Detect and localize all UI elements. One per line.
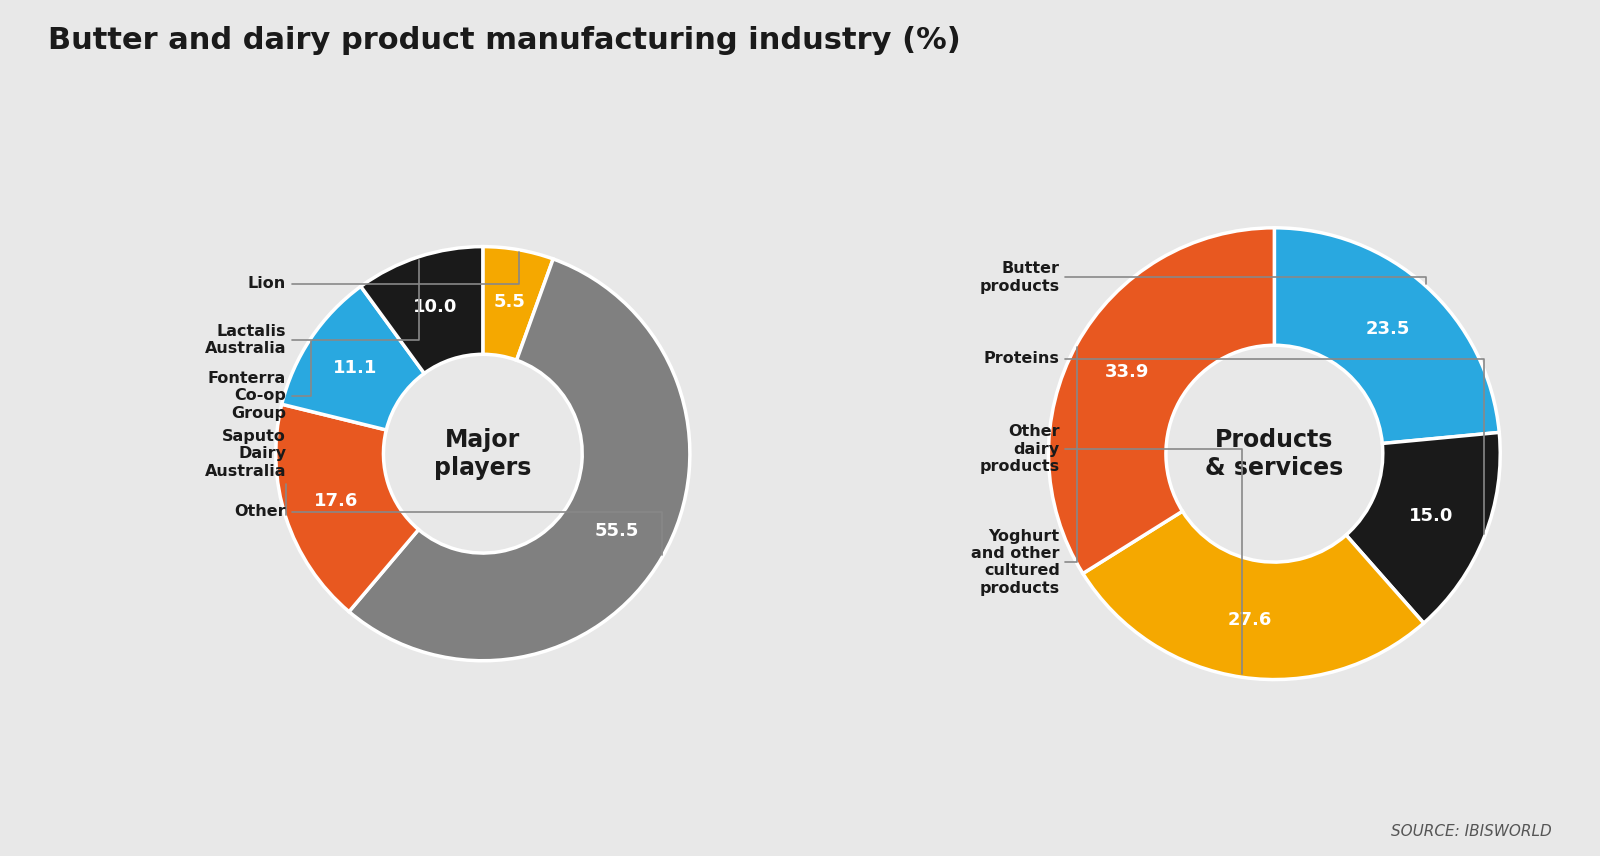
Text: Proteins: Proteins bbox=[984, 351, 1485, 534]
Text: Major
players: Major players bbox=[434, 428, 531, 479]
Text: Butter and dairy product manufacturing industry (%): Butter and dairy product manufacturing i… bbox=[48, 26, 960, 55]
Text: Lactalis
Australia: Lactalis Australia bbox=[205, 259, 419, 356]
Text: 5.5: 5.5 bbox=[493, 293, 525, 311]
Text: 11.1: 11.1 bbox=[333, 359, 378, 377]
Wedge shape bbox=[282, 287, 424, 430]
Text: 15.0: 15.0 bbox=[1408, 507, 1453, 525]
Wedge shape bbox=[275, 404, 419, 612]
Text: SOURCE: IBISWORLD: SOURCE: IBISWORLD bbox=[1392, 823, 1552, 839]
Wedge shape bbox=[483, 247, 554, 360]
Wedge shape bbox=[1274, 228, 1499, 443]
Wedge shape bbox=[362, 247, 483, 373]
Text: 17.6: 17.6 bbox=[314, 492, 358, 510]
Text: 33.9: 33.9 bbox=[1106, 363, 1149, 381]
Text: Butter
products: Butter products bbox=[979, 261, 1426, 294]
Wedge shape bbox=[1048, 228, 1274, 574]
Text: Lion: Lion bbox=[248, 253, 518, 291]
Text: Fonterra
Co-op
Group: Fonterra Co-op Group bbox=[208, 341, 310, 420]
Text: Other: Other bbox=[235, 504, 662, 555]
Wedge shape bbox=[1346, 432, 1501, 623]
Text: Saputo
Dairy
Australia: Saputo Dairy Australia bbox=[205, 429, 286, 514]
Wedge shape bbox=[349, 259, 690, 661]
Text: 27.6: 27.6 bbox=[1227, 611, 1272, 629]
Wedge shape bbox=[1083, 511, 1424, 680]
Text: Other
dairy
products: Other dairy products bbox=[979, 425, 1242, 675]
Text: 10.0: 10.0 bbox=[413, 298, 458, 316]
Text: 23.5: 23.5 bbox=[1365, 320, 1410, 338]
Text: Products
& services: Products & services bbox=[1205, 428, 1344, 479]
Text: Yoghurt
and other
cultured
products: Yoghurt and other cultured products bbox=[971, 347, 1077, 596]
Text: 55.5: 55.5 bbox=[594, 522, 638, 540]
